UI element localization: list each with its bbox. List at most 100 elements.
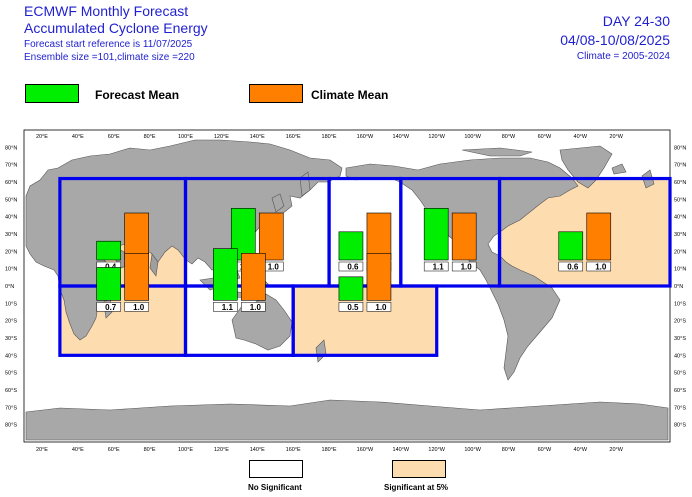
lon-tick-top: 140°W: [393, 134, 410, 140]
lat-tick-right: 40°N: [674, 215, 686, 221]
lon-tick-top: 20°E: [36, 134, 48, 140]
climate-bar-6: [241, 253, 266, 301]
lat-tick-left: 70°S: [5, 405, 17, 411]
forecast-value-label-0: 0.4: [105, 263, 117, 272]
forecast-value-box-3: [423, 261, 449, 272]
lat-tick-left: 40°N: [5, 215, 17, 221]
bars-layer: 0.41.01.11.00.61.01.11.00.61.00.71.01.11…: [58, 176, 672, 357]
lat-tick-right: 50°N: [674, 197, 686, 203]
climate-bar-5: [124, 253, 149, 301]
lon-tick-bottom: 80°E: [144, 447, 156, 453]
lat-tick-left: 30°N: [5, 232, 17, 238]
lat-tick-left: 50°S: [5, 371, 17, 377]
lat-tick-right: 30°N: [674, 232, 686, 238]
forecast-value-label-3: 1.1: [433, 263, 445, 272]
lon-tick-bottom: 60°W: [538, 447, 552, 453]
lat-tick-right: 10°S: [674, 301, 686, 307]
lat-tick-right: 60°N: [674, 180, 686, 186]
title-line-1: ECMWF Monthly Forecast: [24, 3, 189, 19]
lon-tick-top: 80°E: [144, 134, 156, 140]
lon-tick-bottom: 140°E: [250, 447, 265, 453]
region-box-7: [293, 286, 437, 356]
climate-bar-7: [366, 253, 392, 301]
forecast-bar-5: [96, 267, 121, 301]
lon-tick-top: 140°E: [250, 134, 265, 140]
grid-labels: 20°E 20°E 40°E 40°E 60°E 60°E 80°E 80°E 100°E 100…: [5, 134, 686, 453]
lat-tick-left: 50°N: [5, 197, 17, 203]
lat-tick-right: 20°S: [674, 319, 686, 325]
lat-tick-left: 80°S: [5, 423, 17, 429]
forecast-bar-4: [558, 231, 584, 261]
forecast-start-text: Forecast start reference is 11/07/2025: [24, 39, 193, 50]
lon-tick-top: 40°E: [72, 134, 84, 140]
lon-tick-top: 160°E: [286, 134, 301, 140]
lon-tick-bottom: 60°E: [108, 447, 120, 453]
lat-tick-right: 20°N: [674, 249, 686, 255]
climate-bar-4: [586, 212, 612, 261]
forecast-mean-label: Forecast Mean: [95, 88, 180, 102]
lon-tick-bottom: 80°W: [502, 447, 516, 453]
forecast-value-box-4: [558, 261, 584, 272]
climate-value-label-3: 1.0: [461, 263, 473, 272]
climate-bar-3: [451, 212, 477, 261]
lon-tick-bottom: 20°W: [609, 447, 623, 453]
ensemble-size-text: Ensemble size =101,climate size =220: [24, 52, 195, 63]
lat-tick-left: 60°S: [5, 388, 17, 394]
no-significant-swatch: [249, 460, 303, 478]
date-range-text: 04/08-10/08/2025: [560, 32, 670, 48]
lon-tick-bottom: 120°W: [428, 447, 445, 453]
lat-tick-right: 80°S: [674, 423, 686, 429]
forecast-bar-2: [338, 231, 364, 261]
climate-value-box-3: [451, 261, 477, 272]
lon-tick-bottom: 160°E: [286, 447, 301, 453]
lat-tick-right: 70°S: [674, 405, 686, 411]
forecast-value-box-7: [338, 302, 364, 312]
lon-tick-bottom: 100°W: [464, 447, 481, 453]
lon-tick-top: 120°E: [214, 134, 229, 140]
region-outline-7: [291, 284, 439, 357]
climate-value-label-5: 1.0: [133, 303, 145, 312]
lon-tick-bottom: 20°E: [36, 447, 48, 453]
climate-bar-0: [124, 212, 149, 261]
lat-tick-left: 10°N: [5, 267, 17, 273]
lat-tick-left: 30°S: [5, 336, 17, 342]
forecast-value-box-5: [96, 302, 121, 312]
climate-value-label-6: 1.0: [250, 303, 262, 312]
lon-tick-top: 180°E: [322, 134, 337, 140]
forecast-value-box-6: [213, 302, 238, 312]
forecast-bar-6: [213, 248, 238, 301]
no-significant-label: No Significant: [248, 483, 302, 492]
climate-bar-2: [366, 212, 392, 261]
lon-tick-top: 100°W: [464, 134, 481, 140]
lat-tick-left: 40°S: [5, 353, 17, 359]
climate-value-label-7: 1.0: [375, 303, 387, 312]
forecast-bar-3: [423, 208, 449, 261]
lon-tick-bottom: 100°E: [178, 447, 193, 453]
lon-tick-top: 80°W: [502, 134, 516, 140]
lon-tick-top: 60°W: [538, 134, 552, 140]
title-line-2: Accumulated Cyclone Energy: [24, 20, 208, 36]
forecast-value-label-6: 1.1: [222, 303, 234, 312]
lat-tick-left: 0°N: [5, 284, 14, 290]
forecast-value-label-5: 0.7: [105, 303, 117, 312]
climate-bar-1: [258, 212, 284, 261]
lat-tick-left: 80°N: [5, 145, 17, 151]
lat-tick-right: 10°N: [674, 267, 686, 273]
lat-tick-left: 20°S: [5, 319, 17, 325]
climate-mean-label: Climate Mean: [311, 88, 389, 102]
lon-tick-bottom: 40°E: [72, 447, 84, 453]
lat-tick-left: 20°N: [5, 249, 17, 255]
climate-period-text: Climate = 2005-2024: [576, 51, 670, 62]
lat-tick-right: 40°S: [674, 353, 686, 359]
lon-tick-top: 120°W: [428, 134, 445, 140]
lat-tick-left: 60°N: [5, 180, 17, 186]
forecast-value-label-4: 0.6: [567, 263, 579, 272]
climate-value-box-5: [124, 302, 149, 312]
lon-tick-top: 100°E: [178, 134, 193, 140]
climate-value-box-6: [241, 302, 266, 312]
region-outline-4: [497, 176, 672, 288]
lon-tick-top: 160°W: [357, 134, 374, 140]
lat-tick-right: 50°S: [674, 371, 686, 377]
lon-tick-bottom: 40°W: [574, 447, 588, 453]
lat-tick-left: 10°S: [5, 301, 17, 307]
